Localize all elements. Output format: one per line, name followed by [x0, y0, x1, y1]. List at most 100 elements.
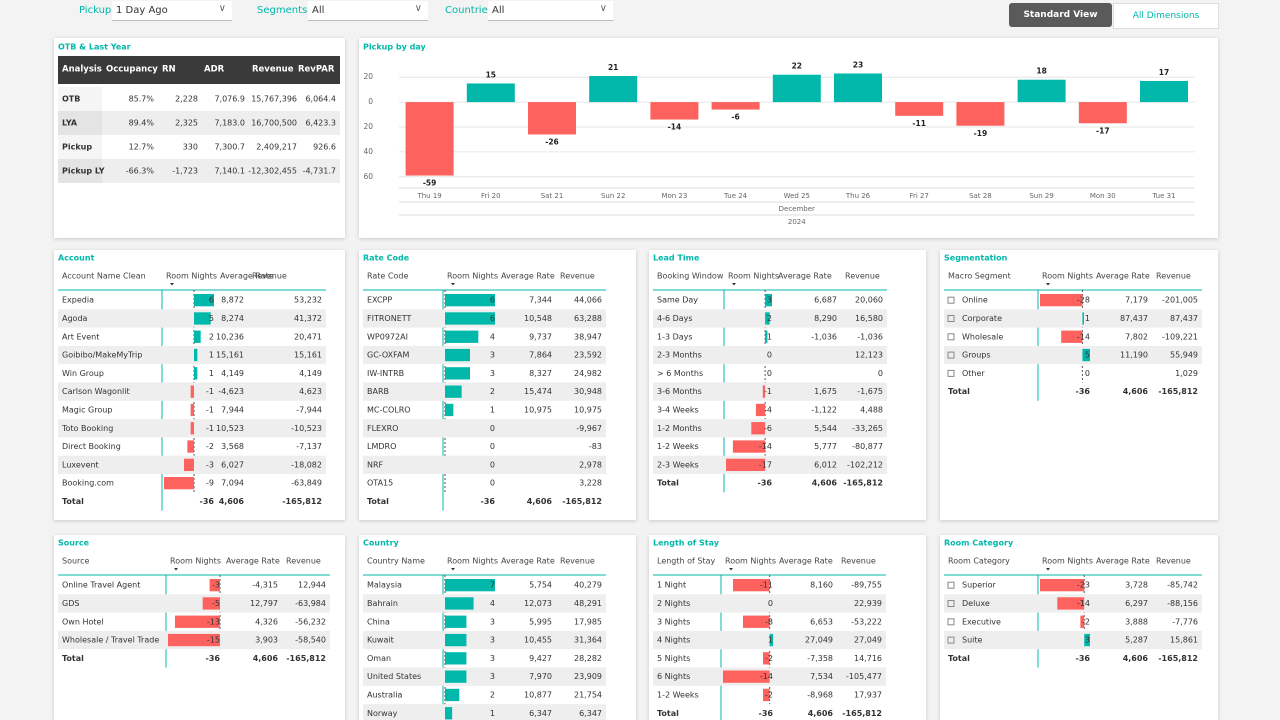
row-label: Same Day: [657, 296, 698, 305]
cell: -14: [1077, 599, 1090, 608]
expand-icon: [947, 369, 955, 377]
column-header: Room Nights: [1042, 272, 1093, 281]
filter-dropdown[interactable]: 1 Day Ago ∨: [112, 1, 232, 21]
row-background: [653, 419, 887, 438]
sort-arrow: [1046, 283, 1050, 286]
cell: 7,534: [810, 672, 833, 681]
cell: 3: [490, 672, 495, 681]
cell: -12,302,455: [248, 167, 297, 176]
cell: 5,544: [814, 424, 837, 433]
bar: [445, 652, 467, 665]
row-label: FITRONETT: [367, 314, 411, 323]
cell: 24,982: [574, 369, 602, 378]
cell: -5: [212, 599, 220, 608]
cell: 53,232: [294, 296, 322, 305]
cell: 8,872: [221, 296, 244, 305]
cell: 4,326: [255, 617, 278, 626]
cell: -165,812: [286, 654, 326, 663]
bar: [765, 312, 770, 325]
sort-arrow: [174, 568, 178, 571]
cell: -6: [764, 424, 772, 433]
panel-canvas: Lead Time Booking Window Room Nights Averag…: [653, 254, 887, 493]
cell: -88,156: [1167, 599, 1198, 608]
cell: 10,975: [574, 406, 602, 415]
sort-arrow: [1046, 568, 1050, 571]
bar: [445, 330, 479, 343]
cell: -165,812: [843, 479, 883, 488]
dimension-table-panel: Length of Stay Length of Stay Room Nights A…: [649, 535, 926, 720]
cell: 22,939: [854, 599, 882, 608]
bar: [711, 102, 760, 110]
cell: 7,300.7: [214, 143, 245, 152]
cell: 89.4%: [129, 119, 155, 128]
cell: 15,474: [524, 387, 552, 396]
cell: 27,049: [805, 636, 833, 645]
expand-icon: [947, 351, 955, 359]
first-column-background: [58, 159, 102, 183]
filter-label: Countries:: [445, 5, 497, 16]
bar: [445, 615, 467, 628]
chevron: ∨: [414, 3, 422, 14]
row-label: OTB: [62, 95, 80, 104]
row-background: [363, 630, 606, 650]
row-background: [363, 345, 606, 365]
first-column-background: [58, 87, 102, 111]
cell: 330: [183, 143, 198, 152]
bar: [445, 579, 495, 592]
column-header: Revenue: [845, 272, 880, 281]
cell: 8,160: [810, 581, 833, 590]
filter-dropdown[interactable]: All ∨: [308, 1, 428, 21]
cell: -83: [589, 442, 602, 451]
standard-view-button[interactable]: Standard View: [1009, 3, 1112, 27]
cell: 7,076.9: [214, 95, 245, 104]
x-tick-label: Thu 19: [416, 192, 441, 200]
all-dimensions-button[interactable]: All Dimensions: [1113, 3, 1219, 29]
cell: 40,279: [574, 581, 602, 590]
cell: 7,094: [221, 479, 244, 488]
cell: 28,282: [574, 654, 602, 663]
row-label: LYA: [62, 119, 78, 128]
row-label: Australia: [367, 691, 402, 700]
bar: [445, 367, 470, 380]
filter-dropdown[interactable]: All ∨: [488, 1, 613, 21]
cell: 3: [767, 296, 772, 305]
cell: 27,049: [854, 636, 882, 645]
cell: -36: [759, 709, 774, 718]
cell: -7,776: [1172, 617, 1198, 626]
cell: 0: [490, 424, 495, 433]
row-label: > 6 Months: [657, 369, 703, 378]
bar: [743, 615, 770, 628]
column-header: Revenue: [286, 557, 321, 566]
bar: [190, 403, 194, 417]
column-header: Revenue: [560, 272, 595, 281]
column-header: Booking Window: [657, 272, 724, 281]
panel-canvas: Account Account Name Clean Room Nights Aver…: [58, 254, 326, 511]
row-label: Malaysia: [367, 581, 402, 590]
row-label: Wholesale: [962, 332, 1003, 341]
column-header: Occupancy: [106, 65, 158, 75]
sort-arrow: [732, 283, 736, 286]
row-background: [58, 309, 326, 328]
cell: -7,137: [296, 442, 322, 451]
row-background: [58, 594, 330, 613]
column-header: Average Rate: [501, 272, 555, 281]
cell: 10,975: [524, 406, 552, 415]
y-tick-label: 20: [363, 72, 373, 81]
cell: -1,723: [172, 167, 198, 176]
row-label: BARB: [367, 387, 389, 396]
row-label: 1-3 Days: [657, 332, 693, 341]
cell: -4,623: [218, 387, 244, 396]
cell: -11: [760, 581, 773, 590]
column-header: Room Nights: [166, 272, 217, 281]
column-header: Rate Code: [367, 272, 408, 281]
cell: 16,580: [855, 314, 883, 323]
column-header: Room Category: [948, 557, 1010, 566]
cell: -1: [764, 387, 772, 396]
row-label: 1-2 Weeks: [657, 442, 699, 451]
expand-icon: [947, 315, 955, 322]
y-tick-label: 0: [368, 97, 373, 106]
cell: 11,190: [1120, 351, 1148, 360]
cell: 3,888: [1125, 617, 1148, 626]
cell: 12,073: [524, 599, 552, 608]
